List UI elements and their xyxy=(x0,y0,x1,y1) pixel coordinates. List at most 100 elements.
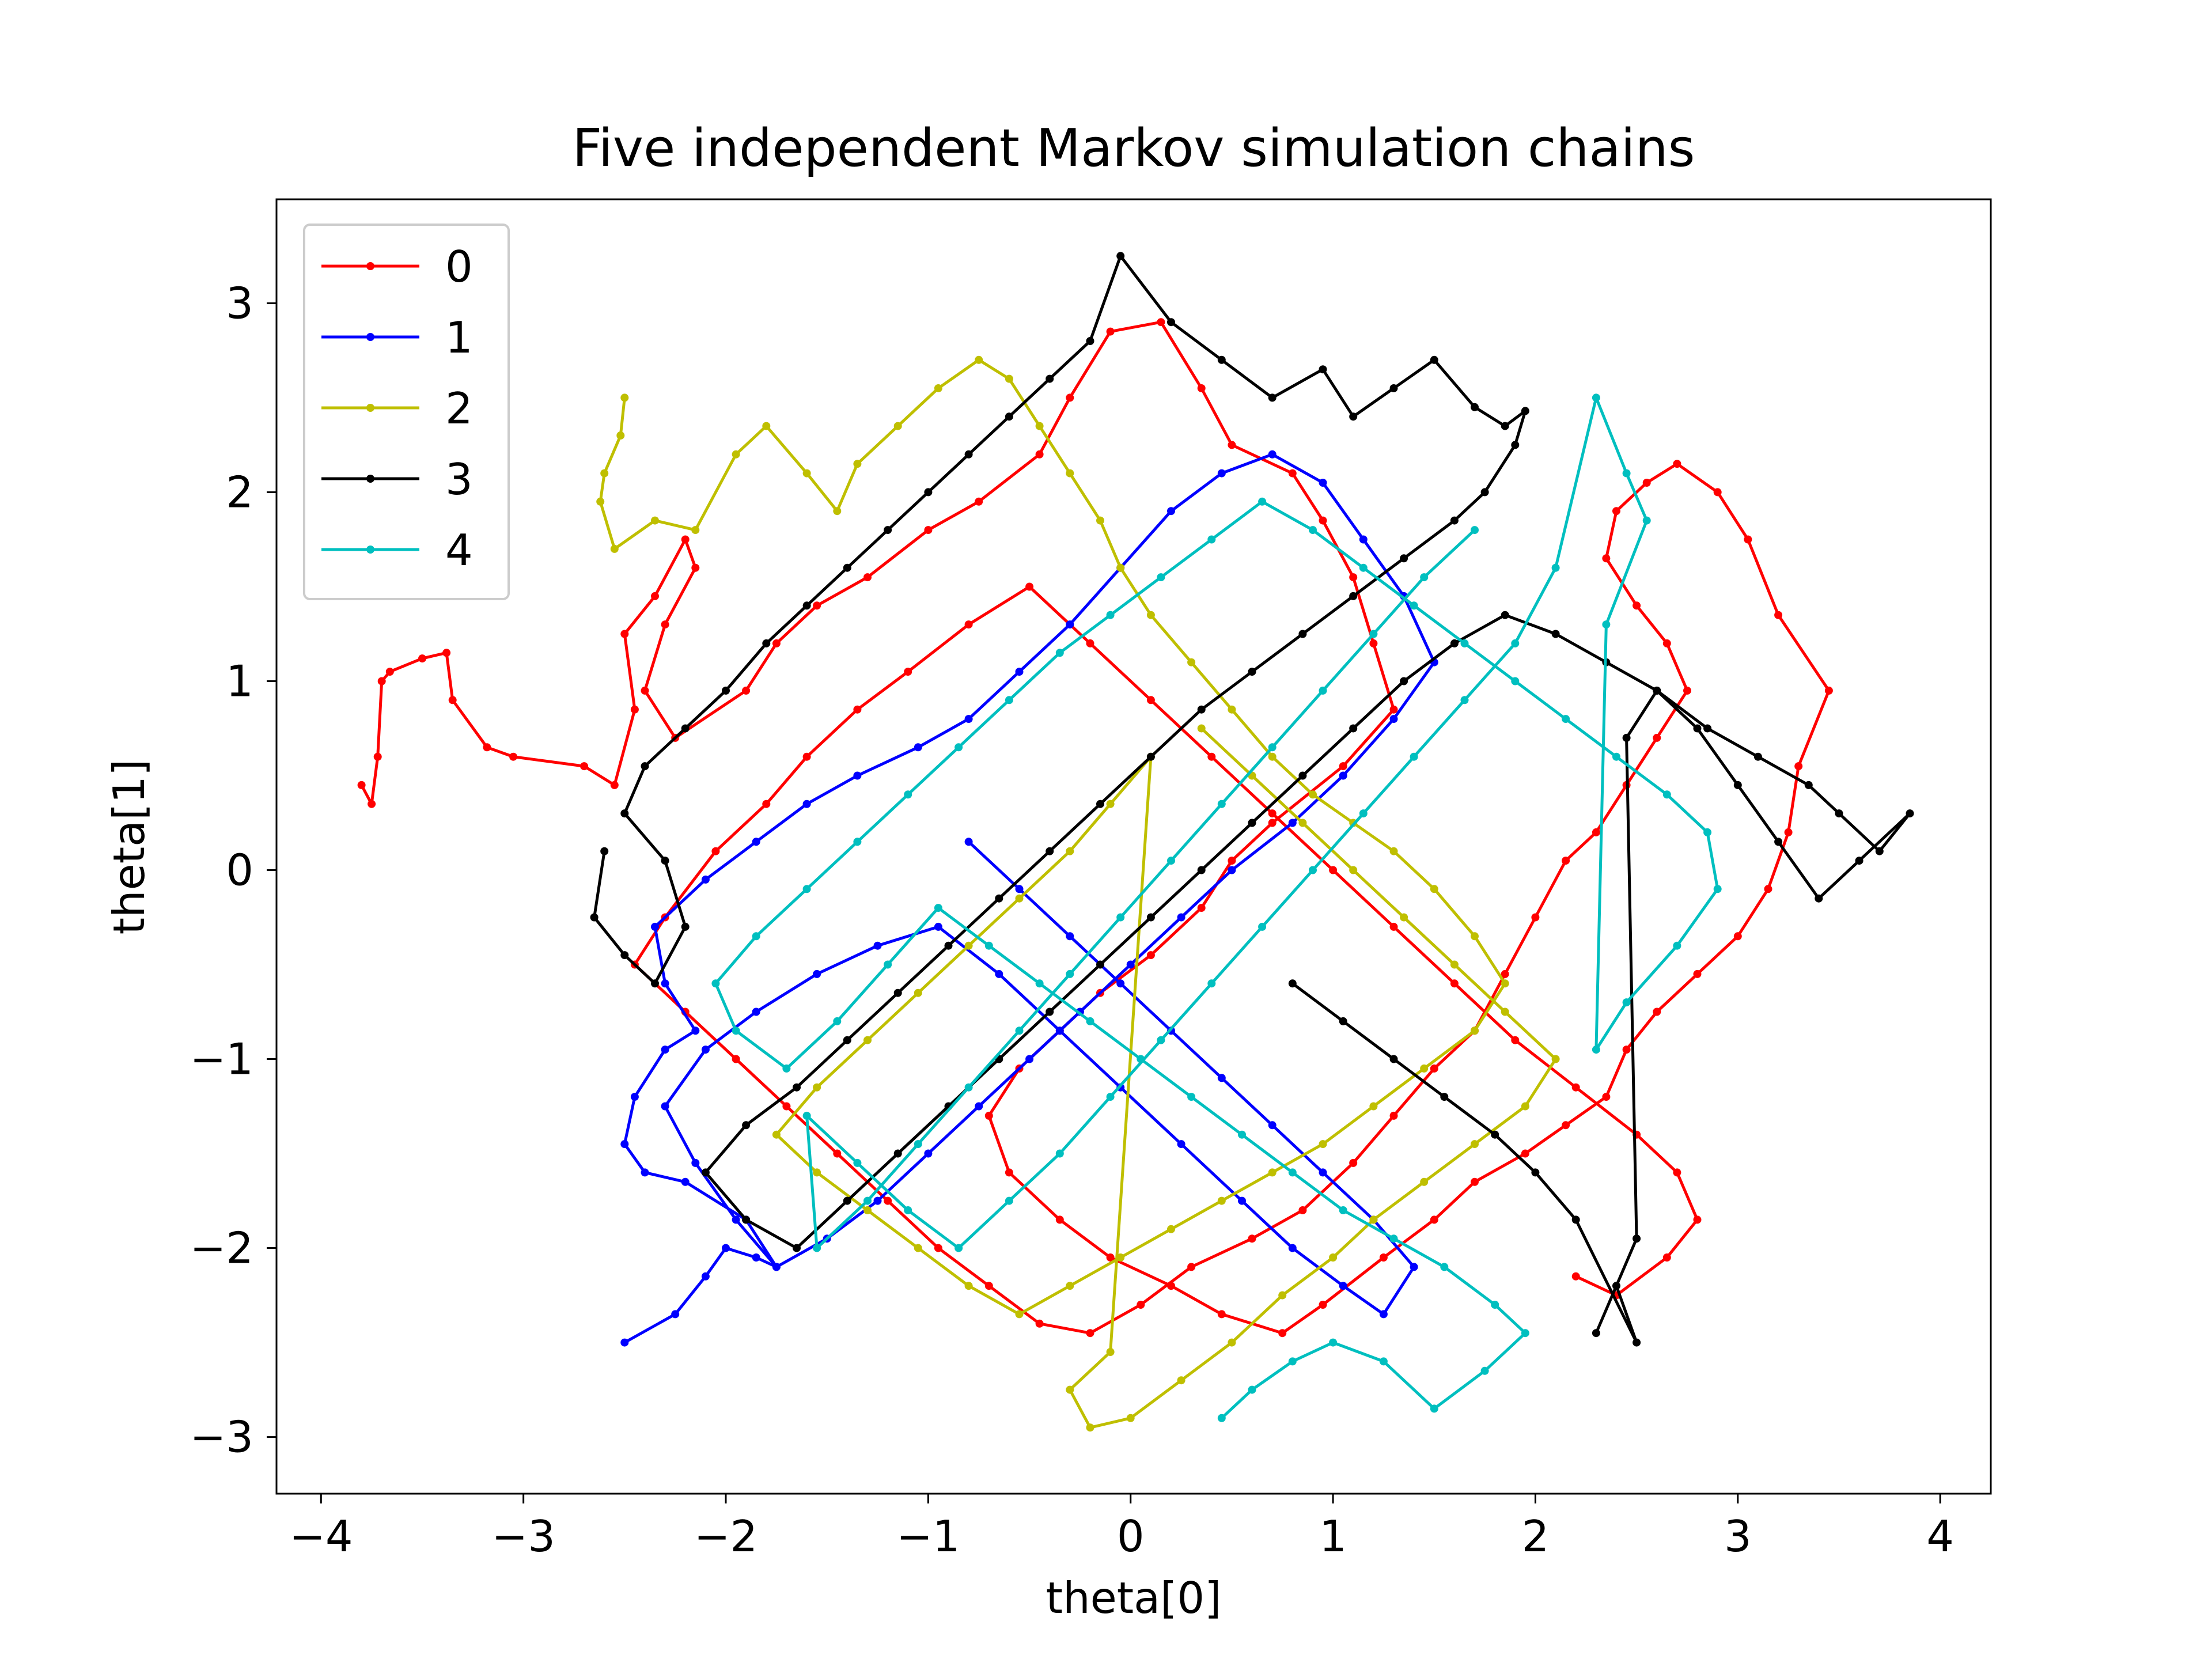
data-point xyxy=(1298,1206,1307,1214)
data-point xyxy=(1086,1329,1094,1338)
data-point xyxy=(385,668,394,676)
data-point xyxy=(1521,1329,1529,1338)
data-point xyxy=(1815,894,1823,903)
data-point xyxy=(1491,1301,1499,1309)
data-point xyxy=(1410,752,1418,761)
data-point xyxy=(1339,762,1347,771)
data-point xyxy=(1612,507,1620,516)
data-point xyxy=(641,686,649,695)
x-tick-label: −3 xyxy=(491,1511,555,1562)
y-axis: −3 −2 −1 0 1 2 3 xyxy=(190,278,276,1463)
data-point xyxy=(1177,1140,1185,1149)
data-point xyxy=(843,1196,851,1205)
data-point xyxy=(1511,1036,1520,1044)
series-4 xyxy=(711,393,1722,1422)
data-point xyxy=(1764,885,1772,893)
data-point xyxy=(853,460,862,468)
data-point xyxy=(1612,752,1620,761)
data-point xyxy=(1693,1215,1702,1224)
data-point xyxy=(1521,1149,1529,1158)
data-point xyxy=(1683,686,1691,695)
data-point xyxy=(651,979,659,988)
data-point xyxy=(1329,1338,1338,1347)
data-point xyxy=(1693,969,1702,978)
data-point xyxy=(924,1149,933,1158)
data-point xyxy=(802,752,811,761)
data-point xyxy=(1086,1423,1094,1432)
data-point xyxy=(1753,752,1762,761)
data-point xyxy=(580,762,589,771)
data-point xyxy=(1339,771,1347,780)
data-point xyxy=(884,526,892,535)
data-point xyxy=(1217,1196,1226,1205)
data-point xyxy=(813,1168,821,1177)
y-axis-label: theta[1] xyxy=(104,759,154,935)
legend-item-0: 0 xyxy=(321,241,473,292)
legend-item-1: 1 xyxy=(321,312,473,363)
data-point xyxy=(1653,733,1661,742)
data-point xyxy=(620,951,629,960)
data-point xyxy=(1146,696,1155,704)
data-point xyxy=(1116,252,1125,260)
data-point xyxy=(1268,752,1277,761)
data-point xyxy=(681,922,690,931)
data-point xyxy=(1238,1196,1246,1205)
data-point xyxy=(1551,563,1560,572)
data-point xyxy=(1086,639,1094,647)
data-point xyxy=(1369,639,1378,647)
data-point xyxy=(1794,762,1803,771)
data-point xyxy=(802,601,811,610)
data-point xyxy=(1015,1027,1024,1035)
data-point xyxy=(1521,1102,1529,1111)
data-point xyxy=(934,904,942,912)
data-point xyxy=(1511,639,1520,647)
data-point xyxy=(873,1196,882,1205)
data-point xyxy=(1298,819,1307,827)
data-point xyxy=(802,800,811,808)
data-point xyxy=(853,838,862,846)
data-point xyxy=(1146,752,1155,761)
data-point xyxy=(893,988,902,997)
data-point xyxy=(1501,979,1509,988)
data-point xyxy=(782,1102,791,1111)
legend-box xyxy=(303,224,510,600)
data-point xyxy=(1501,969,1509,978)
data-point xyxy=(661,1102,669,1111)
data-point xyxy=(610,544,619,553)
data-point xyxy=(1562,857,1570,865)
data-point xyxy=(1217,800,1226,808)
data-point xyxy=(1400,913,1408,922)
y-tick-label: −3 xyxy=(190,1412,253,1463)
data-point xyxy=(732,450,740,459)
x-tick-label: 3 xyxy=(1724,1511,1752,1562)
data-point xyxy=(813,601,821,610)
data-point xyxy=(1187,1263,1196,1271)
data-point xyxy=(955,1244,963,1252)
data-point xyxy=(1379,1310,1388,1319)
data-point xyxy=(1035,1319,1044,1328)
data-point xyxy=(1359,563,1368,572)
data-point xyxy=(1106,1093,1115,1101)
data-point xyxy=(701,1272,710,1281)
data-point xyxy=(1571,1083,1580,1092)
data-point xyxy=(1005,1196,1013,1205)
data-point xyxy=(995,894,1003,903)
data-point xyxy=(1106,611,1115,619)
data-point xyxy=(722,1244,730,1252)
x-axis-label: theta[0] xyxy=(1046,1573,1222,1623)
data-point xyxy=(904,790,912,799)
data-point xyxy=(1197,724,1206,733)
data-point xyxy=(1804,781,1813,789)
data-point xyxy=(1066,847,1074,855)
data-point xyxy=(1096,800,1104,808)
data-point xyxy=(914,988,922,997)
data-point xyxy=(1339,1206,1347,1214)
data-point xyxy=(681,1177,690,1186)
data-point xyxy=(1106,800,1115,808)
data-point xyxy=(1622,469,1631,478)
data-point xyxy=(884,960,892,969)
data-point xyxy=(1531,1168,1540,1177)
data-point xyxy=(1228,1338,1236,1347)
legend-item-2: 2 xyxy=(321,383,473,434)
data-point xyxy=(1005,374,1013,383)
